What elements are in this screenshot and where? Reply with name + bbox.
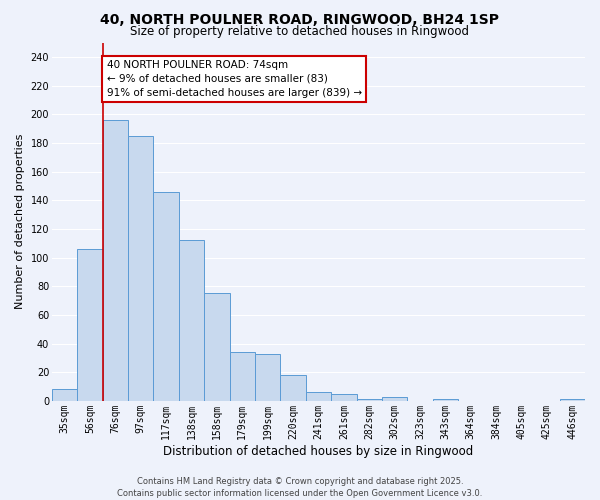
Bar xyxy=(77,249,103,401)
X-axis label: Distribution of detached houses by size in Ringwood: Distribution of detached houses by size … xyxy=(163,444,473,458)
Bar xyxy=(255,354,280,401)
Bar xyxy=(103,120,128,401)
Bar xyxy=(331,394,356,401)
Text: Size of property relative to detached houses in Ringwood: Size of property relative to detached ho… xyxy=(131,25,470,38)
Bar xyxy=(280,375,306,401)
Y-axis label: Number of detached properties: Number of detached properties xyxy=(15,134,25,310)
Bar xyxy=(204,294,230,401)
Bar xyxy=(230,352,255,401)
Bar xyxy=(382,396,407,401)
Text: Contains HM Land Registry data © Crown copyright and database right 2025.
Contai: Contains HM Land Registry data © Crown c… xyxy=(118,476,482,498)
Bar xyxy=(306,392,331,401)
Bar xyxy=(52,390,77,401)
Bar xyxy=(560,400,585,401)
Bar xyxy=(179,240,204,401)
Bar xyxy=(128,136,154,401)
Text: 40 NORTH POULNER ROAD: 74sqm
← 9% of detached houses are smaller (83)
91% of sem: 40 NORTH POULNER ROAD: 74sqm ← 9% of det… xyxy=(107,60,362,98)
Bar xyxy=(433,400,458,401)
Text: 40, NORTH POULNER ROAD, RINGWOOD, BH24 1SP: 40, NORTH POULNER ROAD, RINGWOOD, BH24 1… xyxy=(101,12,499,26)
Bar xyxy=(356,400,382,401)
Bar xyxy=(154,192,179,401)
